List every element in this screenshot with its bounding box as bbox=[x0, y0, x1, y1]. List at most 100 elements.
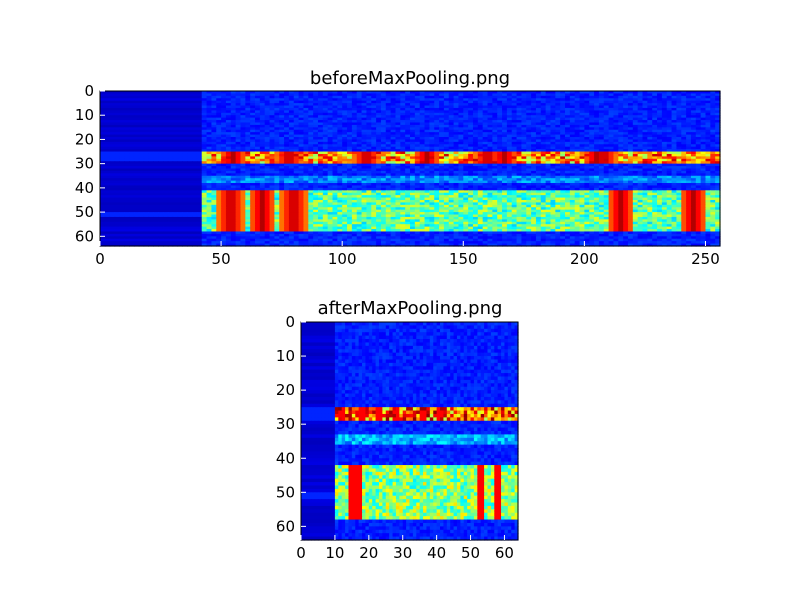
heatmap-cell bbox=[419, 144, 426, 148]
heatmap-cell bbox=[497, 170, 503, 174]
heatmap-cell bbox=[327, 161, 334, 165]
heatmap-cell bbox=[201, 117, 208, 121]
heatmap-cell bbox=[133, 170, 140, 174]
heatmap-cell bbox=[637, 144, 644, 148]
heatmap-cell bbox=[468, 120, 474, 124]
heatmap-cell bbox=[487, 163, 493, 167]
heatmap-cell bbox=[671, 153, 677, 157]
heatmap-cell bbox=[167, 168, 174, 172]
heatmap-cell bbox=[652, 146, 658, 150]
heatmap-cell bbox=[410, 124, 416, 128]
heatmap-cell bbox=[463, 168, 469, 172]
heatmap-cell bbox=[414, 153, 421, 157]
heatmap-cell bbox=[395, 112, 401, 116]
heatmap-cell bbox=[138, 103, 145, 107]
heatmap-cell bbox=[332, 163, 338, 167]
heatmap-cell bbox=[371, 93, 377, 97]
heatmap-cell bbox=[545, 175, 552, 179]
heatmap-cell bbox=[686, 170, 692, 174]
heatmap-cell bbox=[623, 161, 629, 165]
heatmap-cell bbox=[434, 127, 440, 131]
heatmap-cell bbox=[351, 95, 358, 99]
heatmap-cell bbox=[492, 151, 498, 155]
heatmap-cell bbox=[506, 170, 513, 174]
heatmap-cell bbox=[419, 124, 426, 128]
heatmap-cell bbox=[690, 144, 697, 148]
heatmap-cell bbox=[589, 103, 595, 107]
heatmap-cell bbox=[594, 137, 600, 141]
heatmap-cell bbox=[598, 144, 605, 148]
heatmap-cell bbox=[623, 110, 629, 114]
heatmap-cell bbox=[410, 163, 416, 167]
heatmap-cell bbox=[424, 146, 430, 150]
heatmap-cell bbox=[550, 156, 556, 160]
heatmap-cell bbox=[148, 91, 154, 95]
heatmap-cell bbox=[158, 149, 164, 153]
heatmap-cell bbox=[347, 170, 353, 174]
heatmap-cell bbox=[531, 168, 537, 172]
heatmap-cell bbox=[516, 144, 522, 148]
heatmap-cell bbox=[255, 107, 261, 111]
heatmap-cell bbox=[516, 129, 522, 133]
heatmap-cell bbox=[240, 158, 246, 162]
heatmap-cell bbox=[371, 107, 377, 111]
heatmap-cell bbox=[502, 110, 508, 114]
heatmap-cell bbox=[657, 141, 663, 145]
heatmap-cell bbox=[119, 137, 125, 141]
heatmap-cell bbox=[535, 139, 542, 143]
heatmap-cell bbox=[376, 100, 382, 104]
heatmap-cell bbox=[192, 110, 198, 114]
heatmap-cell bbox=[119, 153, 125, 157]
heatmap-cell bbox=[700, 132, 707, 136]
heatmap-cell bbox=[448, 161, 455, 165]
heatmap-cell bbox=[410, 139, 416, 143]
heatmap-cell bbox=[531, 166, 537, 170]
heatmap-cell bbox=[201, 153, 208, 157]
heatmap-cell bbox=[230, 151, 237, 155]
heatmap-cell bbox=[502, 115, 508, 119]
heatmap-cell bbox=[240, 166, 246, 170]
heatmap-cell bbox=[187, 93, 193, 97]
heatmap-cell bbox=[129, 107, 135, 111]
heatmap-cell bbox=[284, 166, 290, 170]
heatmap-cell bbox=[100, 95, 106, 99]
heatmap-cell bbox=[613, 105, 619, 109]
heatmap-cell bbox=[143, 175, 150, 179]
heatmap-cell bbox=[308, 175, 314, 179]
heatmap-cell bbox=[497, 132, 503, 136]
heatmap-cell bbox=[114, 153, 120, 157]
heatmap-cell bbox=[410, 144, 416, 148]
heatmap-cell bbox=[657, 122, 663, 126]
heatmap-cell bbox=[308, 95, 314, 99]
heatmap-cell bbox=[269, 134, 275, 138]
heatmap-cell bbox=[356, 120, 363, 124]
heatmap-cell bbox=[308, 156, 314, 160]
heatmap-cell bbox=[477, 122, 484, 126]
heatmap-cell bbox=[322, 112, 329, 116]
heatmap-cell bbox=[250, 93, 256, 97]
heatmap-cell bbox=[584, 105, 590, 109]
heatmap-cell bbox=[337, 163, 343, 167]
heatmap-cell bbox=[589, 163, 595, 167]
heatmap-cell bbox=[705, 132, 711, 136]
heatmap-cell bbox=[661, 144, 668, 148]
heatmap-cell bbox=[342, 110, 348, 114]
heatmap-cell bbox=[235, 137, 242, 141]
heatmap-cell bbox=[245, 158, 251, 162]
heatmap-cell bbox=[109, 168, 116, 172]
heatmap-cell bbox=[647, 98, 653, 102]
heatmap-cell bbox=[153, 129, 159, 133]
heatmap-cell bbox=[119, 170, 125, 174]
heatmap-cell bbox=[380, 115, 387, 119]
heatmap-cell bbox=[623, 115, 629, 119]
heatmap-cell bbox=[192, 173, 198, 177]
heatmap-cell bbox=[235, 132, 242, 136]
heatmap-cell bbox=[303, 129, 309, 133]
heatmap-cell bbox=[322, 93, 329, 97]
heatmap-cell bbox=[100, 175, 106, 179]
heatmap-cell bbox=[351, 120, 358, 124]
heatmap-cell bbox=[221, 117, 227, 121]
heatmap-cell bbox=[540, 161, 547, 165]
heatmap-cell bbox=[158, 153, 164, 157]
heatmap-cell bbox=[579, 107, 585, 111]
